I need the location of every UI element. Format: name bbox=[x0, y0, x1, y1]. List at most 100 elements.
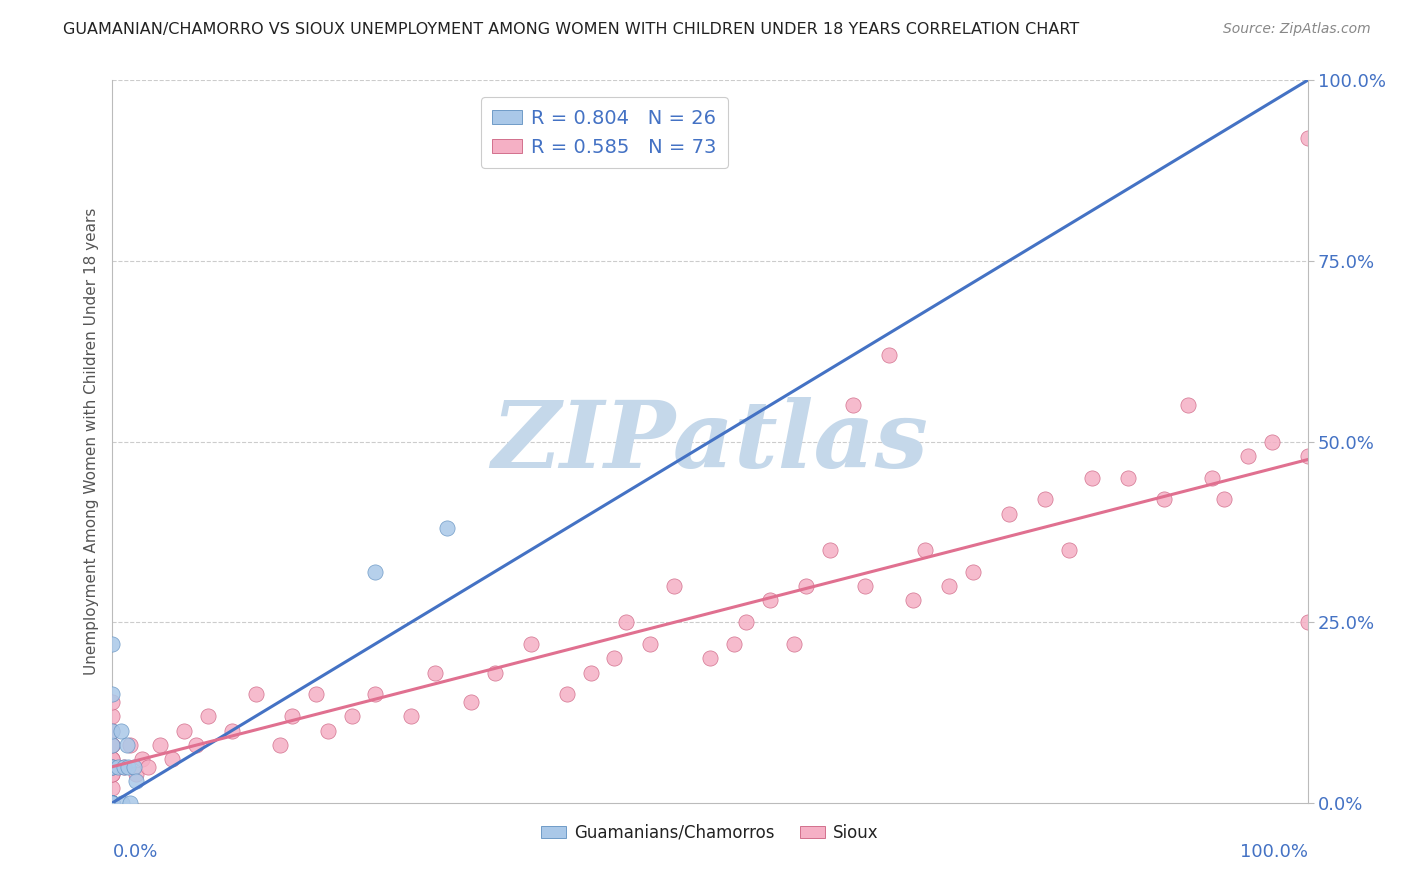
Point bbox=[1177, 398, 1199, 412]
Point bbox=[173, 723, 195, 738]
Point bbox=[664, 579, 686, 593]
Point bbox=[101, 796, 124, 810]
Point bbox=[1201, 470, 1223, 484]
Point bbox=[131, 752, 153, 766]
Point bbox=[114, 760, 135, 774]
Point bbox=[879, 348, 901, 362]
Point bbox=[1057, 542, 1080, 557]
Point bbox=[111, 796, 134, 810]
Point bbox=[818, 542, 841, 557]
Point bbox=[120, 796, 142, 810]
Point bbox=[1261, 434, 1284, 449]
Point bbox=[101, 695, 124, 709]
Point bbox=[269, 738, 291, 752]
Point bbox=[101, 796, 124, 810]
Point bbox=[101, 767, 124, 781]
Point bbox=[101, 796, 124, 810]
Point bbox=[101, 687, 124, 701]
Point bbox=[1296, 615, 1319, 630]
Point bbox=[425, 665, 447, 680]
Point bbox=[1081, 470, 1104, 484]
Point bbox=[1033, 492, 1056, 507]
Point bbox=[101, 796, 124, 810]
Point bbox=[110, 723, 132, 738]
Point bbox=[117, 760, 139, 774]
Point bbox=[1296, 449, 1319, 463]
Point bbox=[1118, 470, 1140, 484]
Point bbox=[101, 796, 124, 810]
Text: 100.0%: 100.0% bbox=[1240, 843, 1308, 861]
Point bbox=[125, 774, 148, 789]
Text: Source: ZipAtlas.com: Source: ZipAtlas.com bbox=[1223, 22, 1371, 37]
Point bbox=[555, 687, 578, 701]
Point bbox=[938, 579, 960, 593]
Point bbox=[914, 542, 936, 557]
Point bbox=[855, 579, 877, 593]
Point bbox=[197, 709, 219, 723]
Point bbox=[101, 781, 124, 796]
Point bbox=[1153, 492, 1175, 507]
Point bbox=[101, 796, 124, 810]
Point bbox=[101, 796, 124, 810]
Point bbox=[484, 665, 506, 680]
Point bbox=[305, 687, 328, 701]
Point bbox=[101, 723, 124, 738]
Point bbox=[101, 738, 124, 752]
Point bbox=[699, 651, 721, 665]
Point bbox=[616, 615, 638, 630]
Point bbox=[101, 796, 124, 810]
Point bbox=[340, 709, 363, 723]
Point bbox=[1237, 449, 1260, 463]
Point bbox=[962, 565, 984, 579]
Point bbox=[842, 398, 865, 412]
Point bbox=[723, 637, 745, 651]
Point bbox=[782, 637, 804, 651]
Point bbox=[520, 637, 543, 651]
Point bbox=[759, 593, 782, 607]
Point bbox=[186, 738, 208, 752]
Point bbox=[436, 521, 458, 535]
Point bbox=[316, 723, 339, 738]
Point bbox=[735, 615, 758, 630]
Point bbox=[281, 709, 304, 723]
Point bbox=[364, 687, 387, 701]
Point bbox=[101, 796, 124, 810]
Point bbox=[115, 738, 138, 752]
Point bbox=[245, 687, 267, 701]
Point bbox=[101, 796, 124, 810]
Y-axis label: Unemployment Among Women with Children Under 18 years: Unemployment Among Women with Children U… bbox=[83, 208, 98, 675]
Text: ZIPatlas: ZIPatlas bbox=[492, 397, 928, 486]
Point bbox=[101, 738, 124, 752]
Point bbox=[579, 665, 602, 680]
Point bbox=[903, 593, 925, 607]
Point bbox=[101, 796, 124, 810]
Point bbox=[107, 760, 129, 774]
Point bbox=[101, 738, 124, 752]
Point bbox=[101, 709, 124, 723]
Point bbox=[101, 760, 124, 774]
Point bbox=[221, 723, 243, 738]
Point bbox=[640, 637, 662, 651]
Point bbox=[101, 637, 124, 651]
Point bbox=[101, 796, 124, 810]
Point bbox=[101, 760, 124, 774]
Legend: Guamanians/Chamorros, Sioux: Guamanians/Chamorros, Sioux bbox=[534, 817, 886, 848]
Point bbox=[101, 760, 124, 774]
Point bbox=[101, 752, 124, 766]
Point bbox=[162, 752, 183, 766]
Point bbox=[101, 767, 124, 781]
Point bbox=[364, 565, 387, 579]
Point bbox=[603, 651, 626, 665]
Point bbox=[101, 723, 124, 738]
Point bbox=[1213, 492, 1236, 507]
Point bbox=[101, 796, 124, 810]
Point bbox=[114, 760, 135, 774]
Point bbox=[120, 738, 142, 752]
Point bbox=[149, 738, 172, 752]
Point bbox=[138, 760, 160, 774]
Point bbox=[1296, 131, 1319, 145]
Point bbox=[401, 709, 423, 723]
Point bbox=[998, 507, 1021, 521]
Point bbox=[794, 579, 817, 593]
Point bbox=[101, 752, 124, 766]
